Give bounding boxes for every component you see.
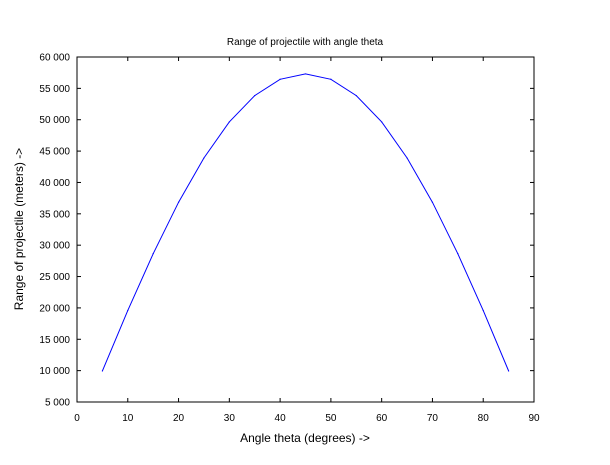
data-point [406,157,408,159]
x-tick-label: 0 [74,413,80,424]
y-tick-label: 45 000 [39,147,70,158]
y-tick-label: 35 000 [39,209,70,220]
data-point [279,78,281,80]
data-point [127,309,129,312]
range-curve-line [101,73,510,372]
data-point [431,201,434,203]
y-tick-label: 15 000 [39,335,70,346]
y-tick-label: 30 000 [39,241,70,252]
data-point [177,201,180,203]
x-tick-label: 70 [427,413,439,424]
data-point [304,73,307,75]
y-tick-label: 20 000 [39,303,70,314]
data-point [457,253,459,255]
data-point [381,121,383,123]
chart-title: Range of projectile with angle theta [227,37,384,48]
y-tick-label: 60 000 [39,53,70,64]
y-tick-label: 5 000 [45,398,70,409]
y-axis-label: Range of projectile (meters) -> [12,148,26,310]
x-axis-ticks: 0 10 20 30 40 50 60 70 80 90 [74,57,540,424]
data-point [152,253,154,255]
y-tick-label: 25 000 [39,272,70,283]
y-tick-label: 55 000 [39,84,70,95]
x-tick-label: 50 [325,413,337,424]
data-point [330,78,332,80]
x-tick-label: 80 [478,413,490,424]
data-point [355,94,357,97]
x-tick-label: 60 [376,413,388,424]
y-tick-label: 10 000 [39,366,70,377]
plot-frame [76,56,535,403]
series-layer [101,73,510,372]
x-axis-label: Angle theta (degrees) -> [240,431,370,445]
x-tick-label: 40 [275,413,287,424]
data-point [254,94,256,97]
data-point [228,121,230,123]
data-point [482,309,484,312]
x-tick-label: 20 [173,413,185,424]
data-point [203,157,205,159]
x-tick-label: 30 [224,413,236,424]
y-axis-ticks: 5 000 10 000 15 000 20 000 25 000 30 000 35 00… [39,53,534,409]
x-tick-label: 10 [122,413,134,424]
y-tick-label: 40 000 [39,178,70,189]
data-point [508,370,510,372]
y-tick-label: 50 000 [39,115,70,126]
data-point [101,370,103,372]
x-tick-label: 90 [528,413,540,424]
